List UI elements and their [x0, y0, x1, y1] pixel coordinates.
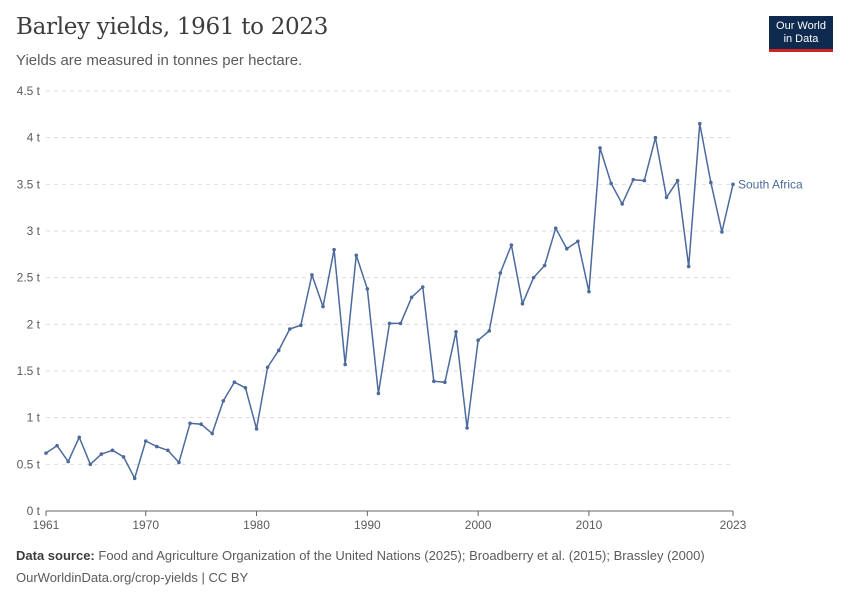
data-point [166, 448, 170, 453]
data-point [443, 380, 447, 385]
data-point [576, 239, 580, 244]
x-tick-label: 1961 [33, 518, 60, 532]
data-point [99, 452, 104, 456]
owid-logo[interactable]: Our World in Data [769, 16, 833, 52]
data-point [686, 264, 691, 269]
data-point [454, 330, 458, 334]
data-point [387, 321, 392, 326]
line-chart: 0 t 0.5 t 1 t 1.5 t 2 t 2.5 t 3 t 3.5 t 4 t 4.5 t… [17, 84, 803, 532]
data-point [143, 439, 148, 443]
data-point [365, 287, 370, 291]
data-point [564, 246, 569, 251]
data-point [376, 391, 381, 396]
data-point [121, 455, 126, 459]
data-point [542, 263, 547, 268]
data-point [631, 177, 636, 182]
data-point [265, 365, 270, 370]
x-axis: 1961 1970 1980 1990 2000 2010 2023 [33, 510, 747, 532]
data-point [531, 275, 536, 280]
x-tick-label: 2023 [720, 518, 747, 532]
credit-line: OurWorldinData.org/crop-yields | CC BY [16, 570, 248, 585]
data-source: Data source: Food and Agriculture Organi… [16, 548, 705, 563]
y-tick-label: 4.5 t [17, 84, 41, 98]
data-point [642, 178, 647, 183]
data-point [221, 399, 226, 403]
x-tick-label: 1970 [132, 518, 159, 532]
data-point [287, 327, 292, 331]
data-source-text: Food and Agriculture Organization of the… [98, 548, 705, 563]
data-point [177, 460, 181, 465]
y-tick-label: 1 t [27, 411, 41, 425]
y-tick-label: 3.5 t [17, 177, 41, 191]
data-point [420, 285, 425, 289]
data-point [697, 121, 702, 126]
data-point [598, 146, 602, 150]
data-point [553, 226, 558, 230]
logo-line-1: Our World [776, 20, 826, 32]
data-point [465, 426, 469, 430]
y-tick-label: 1.5 t [17, 364, 41, 378]
series-line [45, 122, 734, 480]
logo-line-2: in Data [783, 33, 819, 45]
credit-separator: | [197, 570, 209, 585]
data-point [487, 329, 492, 333]
data-point [476, 338, 480, 343]
data-point [110, 448, 115, 453]
x-tick-label: 2010 [576, 518, 603, 532]
data-point [77, 435, 82, 440]
data-point [332, 247, 336, 252]
y-tick-label: 2 t [27, 317, 41, 331]
data-point [132, 476, 137, 481]
data-point [299, 323, 303, 328]
chart-title: Barley yields, 1961 to 2023 [16, 14, 329, 40]
y-tick-label: 2.5 t [17, 271, 41, 285]
gridlines [46, 90, 733, 465]
data-point [276, 348, 281, 353]
data-point [243, 386, 248, 390]
x-tick-label: 1980 [243, 518, 270, 532]
y-tick-label: 3 t [27, 224, 41, 238]
data-point [409, 295, 414, 300]
data-point [155, 444, 159, 449]
data-point [55, 443, 59, 448]
data-point [188, 421, 192, 426]
data-source-label: Data source: [16, 548, 95, 563]
data-point [653, 135, 658, 140]
data-point [199, 422, 203, 427]
data-point [720, 230, 724, 234]
data-point [664, 195, 669, 200]
x-tick-label: 2000 [465, 518, 492, 532]
data-point [210, 431, 215, 436]
data-point [509, 243, 514, 247]
series-label: South Africa [738, 177, 803, 191]
series-south-africa: South Africa [44, 121, 803, 481]
data-point [398, 321, 403, 326]
data-point [343, 362, 347, 367]
x-tick-label: 1990 [354, 518, 381, 532]
y-tick-label: 0 t [27, 504, 41, 518]
data-point [709, 180, 713, 185]
data-point [321, 304, 325, 309]
data-point [587, 289, 591, 294]
data-point [66, 459, 70, 464]
chart-subtitle: Yields are measured in tonnes per hectar… [16, 52, 303, 69]
y-tick-label: 4 t [27, 131, 41, 145]
data-point [731, 182, 735, 187]
data-point [310, 273, 314, 277]
data-point [520, 302, 525, 306]
data-point [620, 202, 624, 206]
y-axis-ticks: 0 t 0.5 t 1 t 1.5 t 2 t 2.5 t 3 t 3.5 t 4 t 4.5 t [17, 84, 41, 518]
data-point [609, 181, 613, 186]
data-point [254, 427, 259, 431]
credit-link[interactable]: OurWorldinData.org/crop-yields [16, 570, 198, 585]
data-point [44, 451, 48, 455]
data-point [88, 462, 93, 467]
data-point [232, 380, 237, 385]
data-point [498, 271, 503, 275]
data-point [675, 178, 680, 183]
data-point [432, 379, 436, 384]
license-link[interactable]: CC BY [208, 570, 249, 585]
data-point [354, 253, 359, 258]
y-tick-label: 0.5 t [17, 457, 41, 471]
